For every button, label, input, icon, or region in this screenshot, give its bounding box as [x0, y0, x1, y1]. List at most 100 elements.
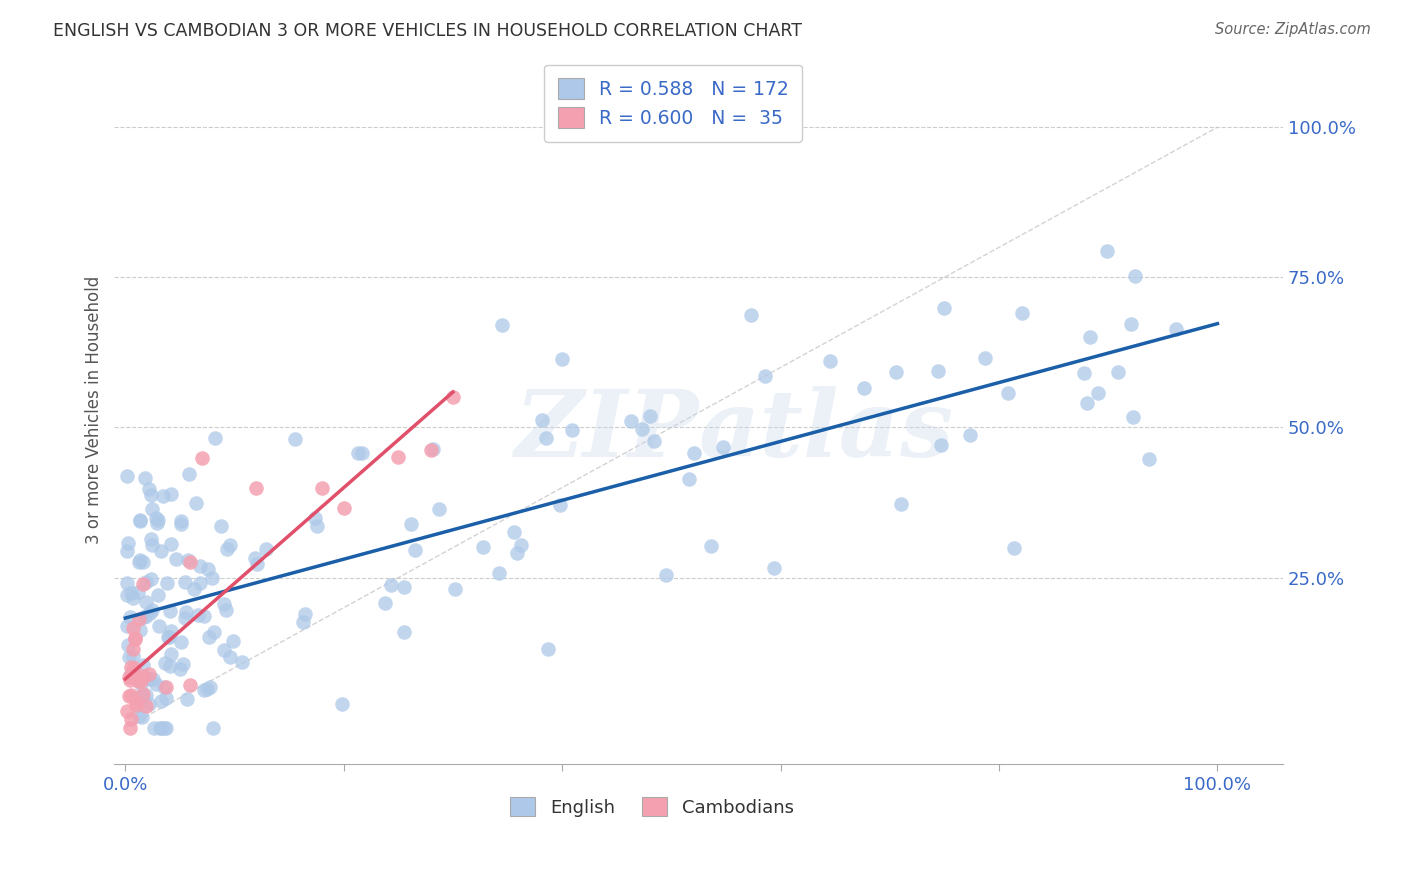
Point: [217, 542, 239, 557]
Point: [503, 525, 526, 540]
Point: [139, 488, 162, 502]
Point: [927, 363, 949, 377]
Point: [117, 536, 139, 550]
Point: [125, 690, 148, 705]
Point: [202, 721, 225, 735]
Point: [155, 691, 177, 706]
Point: [536, 431, 558, 445]
Point: [488, 566, 510, 581]
Point: [118, 689, 141, 703]
Point: [128, 514, 150, 528]
Point: [243, 550, 266, 565]
Point: [311, 481, 333, 495]
Point: [122, 642, 145, 657]
Point: [146, 516, 169, 530]
Point: [139, 672, 162, 686]
Point: [149, 544, 172, 558]
Point: [195, 682, 218, 697]
Point: [141, 502, 163, 516]
Point: [212, 598, 235, 612]
Point: [120, 673, 142, 688]
Point: [254, 541, 277, 556]
Point: [551, 351, 574, 366]
Point: [115, 619, 138, 633]
Point: [884, 365, 907, 379]
Point: [394, 625, 416, 640]
Point: [350, 446, 373, 460]
Point: [115, 469, 138, 483]
Y-axis label: 3 or more Vehicles in Household: 3 or more Vehicles in Household: [86, 276, 103, 543]
Point: [620, 414, 643, 428]
Point: [1078, 330, 1101, 344]
Point: [128, 555, 150, 569]
Point: [471, 540, 494, 554]
Point: [638, 409, 661, 424]
Point: [292, 615, 315, 629]
Point: [127, 585, 149, 599]
Point: [159, 658, 181, 673]
Point: [399, 516, 422, 531]
Point: [159, 487, 181, 501]
Point: [122, 660, 145, 674]
Point: [172, 657, 194, 672]
Point: [139, 572, 162, 586]
Point: [506, 546, 529, 560]
Point: [190, 575, 212, 590]
Point: [117, 704, 139, 718]
Point: [890, 497, 912, 511]
Point: [170, 634, 193, 648]
Point: [118, 670, 141, 684]
Point: [444, 582, 467, 596]
Point: [219, 650, 242, 665]
Point: [132, 577, 155, 591]
Point: [245, 481, 267, 495]
Point: [491, 318, 513, 332]
Point: [132, 555, 155, 569]
Point: [149, 721, 172, 735]
Point: [155, 576, 177, 591]
Point: [193, 609, 215, 624]
Point: [122, 648, 145, 663]
Point: [188, 559, 211, 574]
Point: [132, 687, 155, 701]
Point: [441, 391, 464, 405]
Point: [131, 677, 153, 691]
Point: [231, 656, 253, 670]
Point: [131, 673, 153, 688]
Point: [762, 561, 785, 575]
Point: [700, 539, 723, 553]
Point: [422, 442, 444, 456]
Point: [159, 647, 181, 661]
Point: [139, 533, 162, 547]
Point: [149, 721, 172, 735]
Point: [153, 657, 176, 671]
Point: [141, 603, 163, 617]
Point: [550, 499, 572, 513]
Point: [142, 672, 165, 686]
Point: [176, 605, 198, 619]
Point: [537, 642, 560, 657]
Point: [214, 602, 236, 616]
Point: [115, 543, 138, 558]
Point: [183, 582, 205, 596]
Point: [138, 697, 160, 711]
Point: [160, 624, 183, 638]
Point: [754, 368, 776, 383]
Point: [740, 308, 762, 322]
Point: [1107, 365, 1129, 379]
Point: [1097, 244, 1119, 259]
Point: [1137, 451, 1160, 466]
Point: [118, 721, 141, 735]
Point: [530, 413, 553, 427]
Point: [157, 630, 180, 644]
Point: [174, 611, 197, 625]
Text: atlas: atlas: [699, 385, 953, 475]
Point: [1166, 322, 1188, 336]
Point: [115, 588, 138, 602]
Point: [146, 588, 169, 602]
Point: [959, 427, 981, 442]
Point: [120, 585, 142, 599]
Point: [128, 709, 150, 723]
Point: [1011, 306, 1033, 320]
Point: [374, 596, 396, 610]
